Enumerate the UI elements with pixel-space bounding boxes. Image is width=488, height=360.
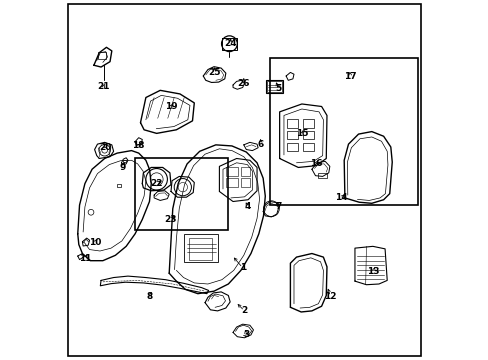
Text: 1: 1	[239, 264, 245, 273]
Text: 19: 19	[164, 102, 177, 111]
Bar	[303, 119, 314, 128]
Text: 2: 2	[241, 306, 247, 315]
Text: 21: 21	[97, 82, 110, 91]
Text: 22: 22	[150, 179, 163, 188]
Bar	[117, 184, 121, 187]
Bar	[98, 52, 105, 59]
Text: 15: 15	[295, 129, 307, 138]
Text: 4: 4	[244, 202, 251, 211]
Text: 14: 14	[334, 193, 347, 202]
Bar	[241, 178, 249, 187]
Text: 10: 10	[89, 238, 101, 247]
Text: 11: 11	[79, 255, 91, 264]
Text: 16: 16	[309, 159, 322, 168]
Bar	[265, 80, 283, 93]
Bar	[225, 167, 238, 176]
Text: 24: 24	[224, 39, 236, 48]
Bar	[286, 119, 298, 128]
Text: 9: 9	[119, 163, 125, 172]
Bar	[303, 143, 314, 151]
Text: 26: 26	[237, 79, 249, 88]
Bar	[286, 131, 298, 139]
Text: 17: 17	[343, 72, 356, 81]
Bar	[286, 143, 298, 151]
Text: 18: 18	[132, 141, 144, 150]
Bar	[225, 178, 238, 187]
Bar	[241, 167, 249, 176]
Bar	[317, 173, 326, 178]
Bar	[135, 158, 228, 230]
Bar	[183, 234, 217, 262]
Text: 12: 12	[324, 292, 336, 301]
Text: 6: 6	[257, 140, 263, 149]
Text: 25: 25	[207, 68, 220, 77]
Bar	[269, 58, 418, 205]
Text: 3: 3	[243, 330, 249, 339]
Text: 7: 7	[275, 202, 281, 211]
Bar	[122, 159, 126, 162]
Text: 8: 8	[146, 292, 152, 301]
Text: 20: 20	[99, 143, 111, 152]
Bar	[266, 81, 282, 92]
Text: 23: 23	[164, 215, 177, 224]
Bar	[188, 238, 212, 260]
Bar	[303, 131, 314, 139]
Text: 13: 13	[366, 267, 379, 276]
Text: 5: 5	[275, 84, 281, 93]
